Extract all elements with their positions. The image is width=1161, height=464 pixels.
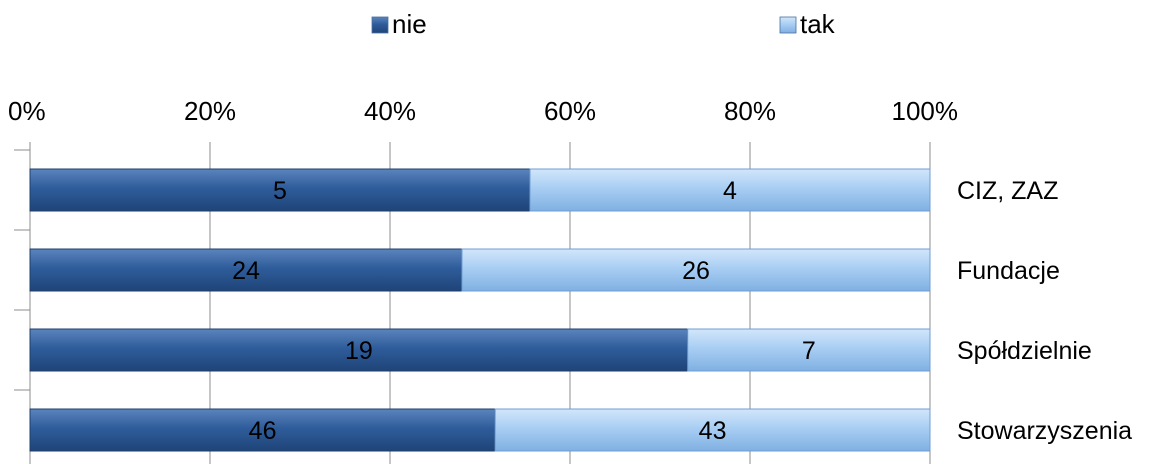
legend-swatch-nie [371,16,389,34]
category-label: Stowarzyszenia [957,417,1132,445]
category-labels: CIZ, ZAZ Fundacje Spółdzielnie Stowarzyszen… [957,177,1132,445]
legend-label-nie: nie [392,9,427,39]
x-tick-label: 80% [724,96,776,126]
category-label: CIZ, ZAZ [957,177,1058,205]
bar-nie [29,328,689,372]
legend-item-tak: tak [779,9,836,39]
bar-nie [29,168,531,212]
legend: nie tak [371,9,836,39]
x-tick-label: 60% [544,96,596,126]
bar-nie [29,248,463,292]
data-label-nie: 19 [345,337,373,365]
category-axis [14,149,31,464]
x-tick-label: 100% [892,96,959,126]
legend-swatch-tak [779,16,797,34]
bar-tak [494,408,931,452]
category-label: Spółdzielnie [957,337,1092,365]
bar-tak [461,248,931,292]
data-label-nie: 24 [232,257,260,285]
bars [29,168,931,452]
x-tick-label: 20% [184,96,236,126]
x-tick-label: 40% [364,96,416,126]
data-label-tak: 4 [723,177,737,205]
data-label-nie: 5 [273,177,287,205]
value-labels: 5 4 24 26 19 7 46 43 [232,177,816,445]
x-tick-label: 0% [8,96,46,126]
data-label-tak: 43 [699,417,727,445]
bar-nie [29,408,496,452]
bar-tak [687,328,931,372]
legend-item-nie: nie [371,9,427,39]
legend-label-tak: tak [800,9,836,39]
data-label-tak: 7 [802,337,816,365]
data-label-nie: 46 [249,417,277,445]
data-label-tak: 26 [682,257,710,285]
bar-tak [529,168,931,212]
category-label: Fundacje [957,257,1060,285]
x-axis-tick-labels: 0% 20% 40% 60% 80% 100% [8,96,958,126]
